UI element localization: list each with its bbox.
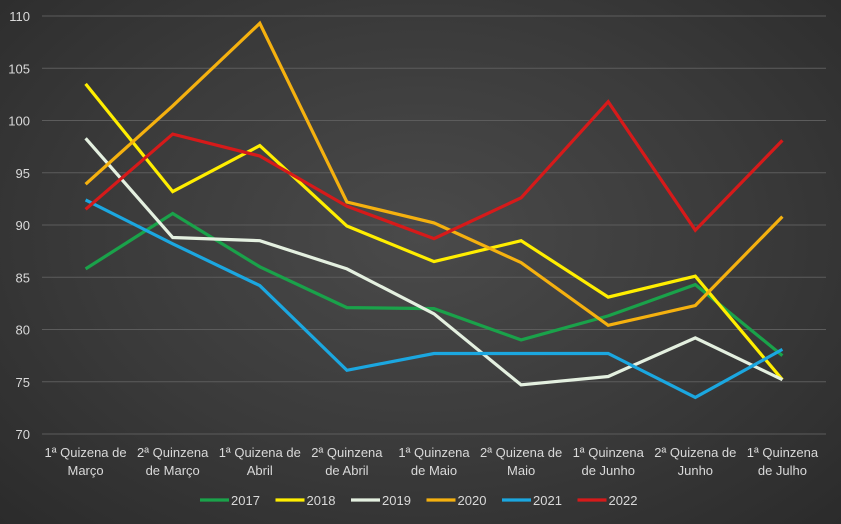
legend-label-2020: 2020	[458, 493, 487, 508]
y-tick-label: 75	[16, 375, 30, 390]
series-line-2019	[84, 137, 784, 387]
y-tick-label: 90	[16, 218, 30, 233]
y-tick-label: 80	[16, 323, 30, 338]
y-tick-label: 85	[16, 270, 30, 285]
y-tick-label: 110	[9, 9, 30, 24]
y-tick-label: 100	[8, 114, 30, 129]
x-tick-label: 1ª Quinzena de Maio	[398, 445, 470, 478]
series-lines	[84, 20, 784, 400]
series-line-2022	[84, 99, 784, 241]
x-tick-label: 1ª Quinzena de Junho	[573, 445, 645, 478]
legend-label-2021: 2021	[533, 493, 562, 508]
legend-label-2019: 2019	[382, 493, 411, 508]
x-tick-label: 1ª Quizena de Abril	[219, 445, 301, 478]
y-tick-label: 105	[8, 61, 30, 76]
legend-label-2018: 2018	[307, 493, 336, 508]
x-tick-label: 2ª Quinzena de Março	[137, 445, 209, 478]
x-tick-label: 1ª Quinzena de Julho	[747, 445, 819, 478]
legend: 2017 2018 2019 2020 2021 2022	[200, 493, 637, 508]
series-line-2020	[84, 20, 784, 328]
legend-label-2017: 2017	[231, 493, 260, 508]
series-line-2017	[84, 211, 784, 357]
series-line-2021	[84, 198, 784, 400]
legend-label-2022: 2022	[609, 493, 638, 508]
y-axis-ticks: 70 75 80 85 90 95 100 105 110	[8, 9, 30, 442]
y-tick-label: 95	[16, 166, 30, 181]
y-tick-label: 70	[16, 427, 30, 442]
x-axis-ticks: 1ª Quizena de Março 2ª Quinzena de Março 1ª …	[44, 445, 818, 478]
x-tick-label: 2ª Quizena de Maio	[480, 445, 562, 478]
series-line-2018	[84, 82, 784, 381]
x-tick-label: 2ª Quizena de Junho	[654, 445, 736, 478]
x-tick-label: 1ª Quizena de Março	[44, 445, 126, 478]
x-tick-label: 2ª Quinzena de Abril	[311, 445, 383, 478]
gridlines	[42, 15, 826, 435]
